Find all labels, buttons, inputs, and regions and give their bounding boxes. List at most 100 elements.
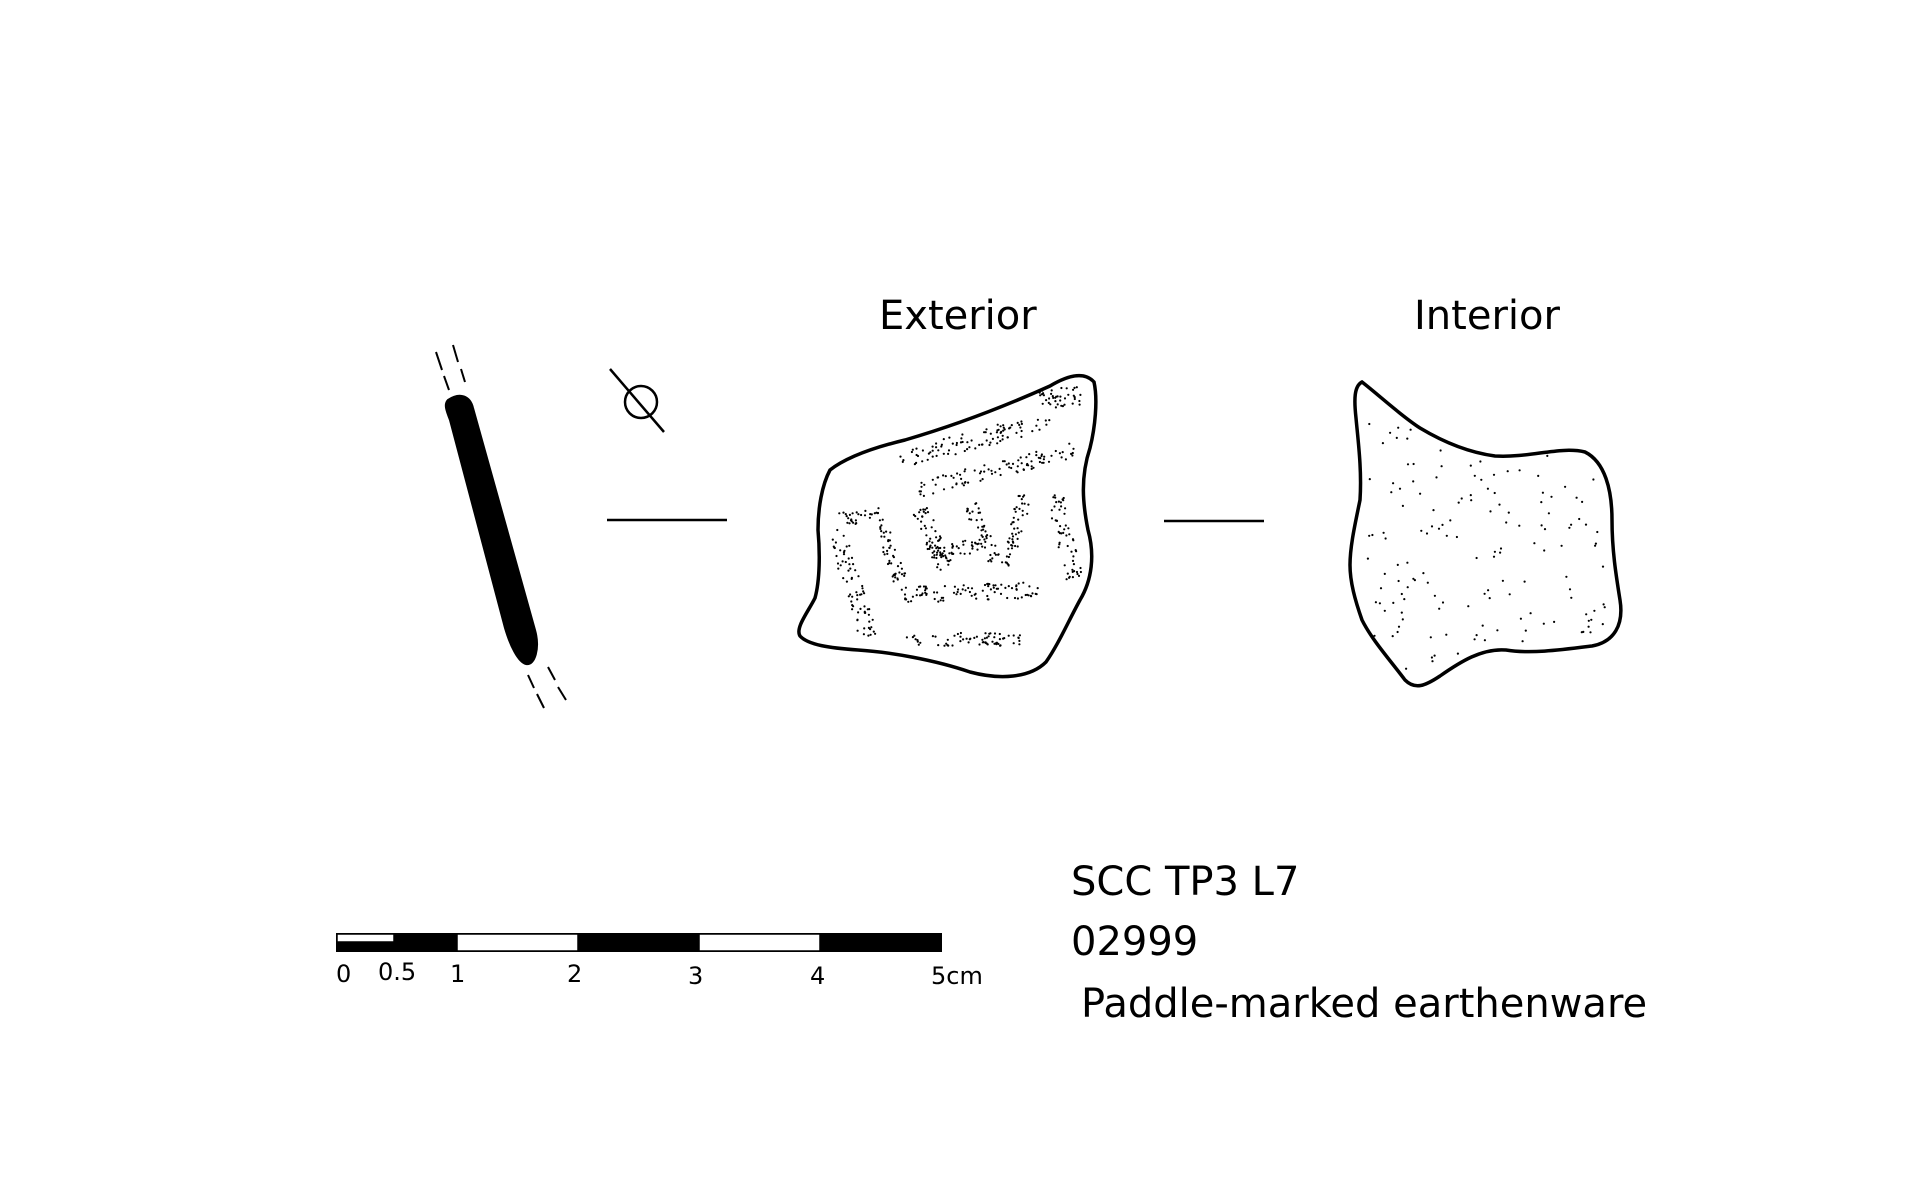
stipple-dot	[978, 511, 982, 514]
stipple-dot	[1078, 403, 1081, 406]
stipple-dot	[1392, 482, 1395, 485]
stipple-dot	[1006, 596, 1009, 600]
stipple-dot	[1030, 465, 1033, 468]
stipple-dot	[931, 546, 934, 549]
stipple-dot	[1019, 456, 1022, 459]
stipple-dot	[863, 627, 866, 630]
stipple-dot	[1010, 587, 1014, 590]
stipple-dot	[1018, 634, 1022, 637]
stipple-dot	[848, 563, 851, 566]
stipple-dot	[1016, 537, 1019, 541]
stipple-dot	[1007, 555, 1011, 559]
stipple-dot	[988, 443, 991, 447]
stipple-dot	[993, 552, 996, 555]
stipple-dot	[986, 594, 989, 598]
scale-label-0: 0	[336, 960, 352, 988]
scale-segment-3-4	[698, 933, 821, 952]
stipple-dot	[940, 556, 943, 559]
stipple-dot	[854, 569, 857, 572]
stipple-dot	[856, 629, 859, 632]
stipple-dot	[1050, 392, 1053, 395]
stipple-dot	[1513, 443, 1517, 446]
stipple-dot	[1566, 412, 1569, 415]
stipple-dot	[1015, 588, 1018, 591]
stipple-dot	[1533, 542, 1536, 545]
stipple-dot	[1595, 419, 1598, 422]
stipple-dot	[950, 474, 953, 477]
stipple-dot	[863, 592, 866, 595]
stipple-dot	[1433, 654, 1436, 657]
stipple-dot	[929, 544, 932, 547]
stipple-dot	[955, 483, 958, 486]
stipple-dot	[1551, 402, 1554, 405]
stipple-dot	[942, 599, 945, 602]
stipple-dot	[984, 530, 987, 533]
scale-segment-05-1	[394, 934, 457, 951]
stipple-dot	[899, 561, 902, 565]
stipple-dot	[1539, 655, 1542, 658]
stipple-dot	[977, 526, 980, 529]
stipple-dot	[946, 638, 949, 641]
scale-segment-4-5	[820, 934, 941, 951]
stipple-dot	[1018, 507, 1021, 510]
scale-label-1: 1	[450, 960, 466, 988]
stipple-dot	[1565, 666, 1568, 669]
stipple-dot	[1035, 424, 1038, 427]
stipple-dot	[855, 591, 858, 594]
stipple-dot	[1059, 399, 1062, 402]
stipple-dot	[1381, 442, 1384, 445]
stipple-dot	[1056, 403, 1059, 406]
stipple-dot	[914, 638, 917, 641]
stipple-dot	[1582, 630, 1585, 634]
stipple-dot	[1037, 456, 1040, 459]
stipple-dot	[1047, 401, 1050, 404]
stipple-dot	[1071, 454, 1074, 457]
stipple-dot	[938, 538, 941, 541]
stipple-dot	[1406, 463, 1410, 466]
stipple-dot	[851, 595, 854, 598]
stipple-dot	[990, 543, 993, 547]
stipple-dot	[887, 540, 890, 543]
stipple-dot	[1543, 528, 1547, 531]
stipple-dot	[997, 553, 1000, 556]
stipple-dot	[933, 597, 936, 601]
stipple-dot	[1018, 639, 1021, 643]
stipple-dot	[911, 595, 915, 598]
stipple-dot	[1036, 418, 1039, 421]
stipple-dot	[977, 542, 980, 545]
stipple-dot	[1467, 605, 1470, 608]
stipple-dot	[1492, 555, 1496, 558]
stipple-dot	[882, 531, 885, 534]
scale-label-4: 4	[810, 962, 826, 990]
stipple-dot	[1537, 474, 1540, 477]
stipple-dot	[1075, 386, 1078, 389]
stipple-dot	[1384, 537, 1387, 540]
stipple-dot	[956, 590, 959, 594]
stipple-dot	[961, 433, 964, 436]
stipple-dot	[947, 449, 951, 452]
stipple-dot	[1059, 525, 1062, 528]
stipple-dot	[1048, 419, 1051, 422]
stipple-dot	[831, 538, 834, 541]
profile-dash-top-right-2	[460, 368, 466, 383]
stipple-dot	[970, 541, 974, 544]
stipple-dot	[859, 607, 862, 611]
stipple-dot	[1020, 530, 1023, 533]
stipple-dot	[1493, 400, 1496, 403]
stipple-dot	[904, 586, 908, 589]
stipple-dot	[880, 524, 883, 527]
stipple-dot	[1007, 634, 1010, 637]
stipple-dot	[1012, 516, 1015, 519]
stipple-dot	[959, 441, 963, 444]
stipple-dot	[1058, 543, 1061, 546]
stipple-dot	[1481, 624, 1484, 627]
stipple-dot	[1584, 523, 1588, 526]
stipple-dot	[842, 553, 846, 556]
stipple-dot	[935, 442, 938, 445]
stipple-dot	[1050, 389, 1053, 392]
stipple-dot	[1502, 437, 1505, 440]
stipple-dot	[936, 566, 939, 569]
stipple-dot	[937, 449, 940, 452]
stipple-dot	[1600, 648, 1603, 652]
stipple-dot	[993, 632, 997, 635]
